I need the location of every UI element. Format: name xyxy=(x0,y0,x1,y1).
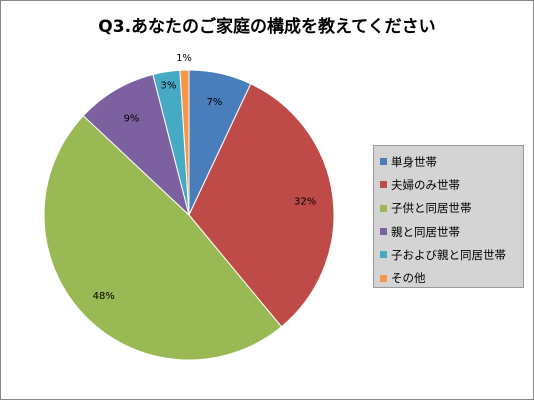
legend-label: 子および親と同居世帯 xyxy=(391,247,506,262)
legend-item: 子供と同居世帯 xyxy=(380,197,523,220)
legend: 単身世帯夫婦のみ世帯 子供と同居世帯 親と同居世帯子および親と同居世帯 その他 xyxy=(373,145,524,288)
legend-item: 子および親と同居世帯 xyxy=(380,243,523,266)
data-label: 1% xyxy=(176,53,192,64)
pie-slice xyxy=(188,83,335,328)
legend-item: その他 xyxy=(380,266,523,289)
legend-swatch xyxy=(380,228,387,236)
legend-item: 夫婦のみ世帯 xyxy=(380,173,523,196)
data-label: 7% xyxy=(207,97,223,108)
data-label: 32% xyxy=(294,196,316,207)
data-label: 48% xyxy=(93,291,115,302)
legend-item: 単身世帯 xyxy=(380,150,523,173)
legend-swatch xyxy=(380,158,387,166)
data-label: 3% xyxy=(160,81,176,92)
legend-swatch xyxy=(380,251,387,259)
legend-label: 単身世帯 xyxy=(391,154,437,169)
legend-label: 親と同居世帯 xyxy=(391,224,460,239)
legend-label: その他 xyxy=(391,271,426,286)
legend-swatch xyxy=(380,274,387,282)
legend-label: 子供と同居世帯 xyxy=(391,201,472,216)
legend-swatch xyxy=(380,204,387,212)
pie-slice xyxy=(179,69,190,216)
pie-slice xyxy=(82,73,190,217)
legend-swatch xyxy=(380,181,387,189)
pie-slice xyxy=(43,115,283,361)
chart-title: Q3.あなたのご家庭の構成を教えてください xyxy=(98,17,436,37)
data-label: 9% xyxy=(124,114,140,125)
legend-label: 夫婦のみ世帯 xyxy=(391,177,460,192)
legend-item: 親と同居世帯 xyxy=(380,220,523,243)
